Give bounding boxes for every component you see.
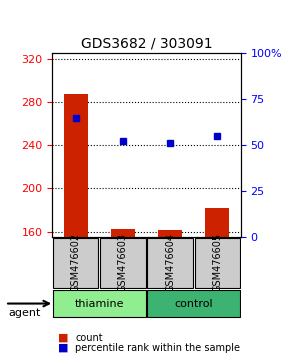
Text: agent: agent [9,308,41,318]
Text: thiamine: thiamine [75,298,124,309]
Text: ■: ■ [58,333,68,343]
FancyBboxPatch shape [147,238,193,288]
Text: GSM476602: GSM476602 [71,233,81,292]
FancyBboxPatch shape [100,238,146,288]
Bar [111,229,135,237]
Title: GDS3682 / 303091: GDS3682 / 303091 [81,36,212,51]
Text: control: control [174,298,213,309]
Bar [205,208,229,237]
Text: GSM476605: GSM476605 [212,233,222,292]
FancyBboxPatch shape [53,238,98,288]
Text: ■: ■ [58,343,68,353]
FancyBboxPatch shape [147,290,240,317]
Text: percentile rank within the sample: percentile rank within the sample [75,343,240,353]
Bar [158,230,182,237]
FancyBboxPatch shape [195,238,240,288]
Text: count: count [75,333,103,343]
Text: GSM476603: GSM476603 [118,233,128,292]
Bar [64,94,88,237]
Text: GSM476604: GSM476604 [165,233,175,292]
FancyBboxPatch shape [53,290,146,317]
